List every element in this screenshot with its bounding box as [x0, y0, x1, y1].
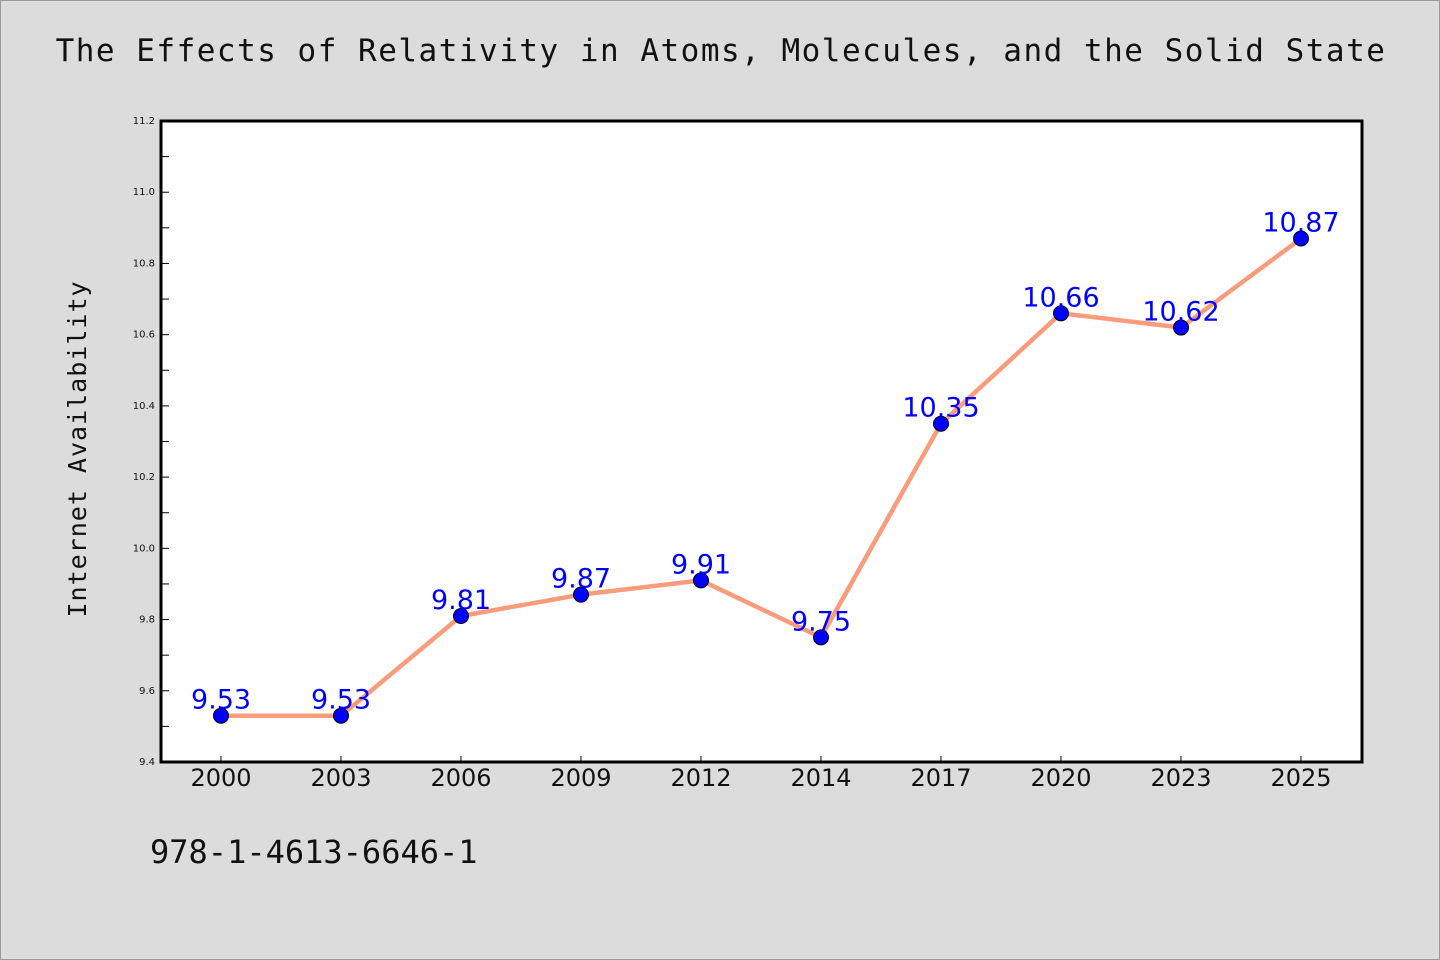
data-label: 9.53 [191, 685, 251, 716]
x-tick-label: 2020 [1030, 764, 1091, 792]
y-tick-label: 11.2 [133, 116, 155, 127]
data-label: 10.66 [1022, 282, 1099, 313]
data-point-marker [213, 707, 229, 724]
plot-frame [159, 119, 1364, 764]
chart-title: The Effects of Relativity in Atoms, Mole… [55, 33, 1387, 69]
data-point-marker [453, 607, 469, 624]
y-tick-label: 9.8 [139, 615, 155, 626]
isbn-text: 978-1-4613-6646-1 [150, 833, 478, 871]
data-point-marker [693, 572, 709, 589]
data-point-marker [1053, 305, 1069, 322]
data-point-marker [813, 629, 829, 646]
data-label: 9.53 [311, 685, 371, 716]
y-tick-label: 10.4 [133, 401, 155, 412]
data-labels: 9.53 9.53 9.81 9.87 9.91 9.75 10.35 10.66 10.62 1… [191, 208, 1340, 716]
x-tick-label: 2006 [430, 764, 491, 792]
y-tick-label: 9.6 [139, 686, 155, 697]
y-tick-label: 9.4 [139, 757, 155, 768]
x-tick-label: 2014 [790, 764, 851, 792]
data-point-marker [1293, 230, 1309, 247]
data-point-marker [573, 586, 589, 603]
series-line [218, 236, 1304, 718]
data-label: 10.87 [1262, 208, 1339, 239]
x-tick-label: 2017 [910, 764, 971, 792]
y-tick-label: 11.0 [133, 187, 155, 198]
x-tick-label: 2012 [670, 764, 731, 792]
x-tick-label: 2009 [550, 764, 611, 792]
x-tick-label: 2025 [1270, 764, 1331, 792]
data-label: 9.81 [431, 585, 491, 616]
x-tick-label: 2023 [1150, 764, 1211, 792]
y-tick-label: 10.0 [133, 543, 155, 554]
series-markers [213, 230, 1309, 724]
data-point-marker [933, 415, 949, 432]
y-tick-label: 10.2 [133, 472, 155, 483]
data-label: 9.91 [671, 549, 731, 580]
data-label: 9.75 [791, 606, 851, 637]
x-tick-label: 2000 [190, 764, 251, 792]
data-label: 9.87 [551, 564, 611, 595]
x-tick-label: 2003 [310, 764, 371, 792]
data-label: 10.35 [902, 393, 979, 424]
data-point-marker [333, 707, 349, 724]
plot-area [161, 121, 1362, 762]
data-point-marker [1173, 319, 1189, 336]
y-tick-label: 10.6 [133, 330, 155, 341]
x-axis-ticks: 2000 2003 2006 2009 2012 2014 2017 2020 2023 2025 [190, 756, 1332, 792]
y-axis-label: Internet Availability [63, 280, 92, 617]
data-label: 10.62 [1142, 297, 1219, 328]
y-tick-label: 10.8 [133, 258, 155, 269]
